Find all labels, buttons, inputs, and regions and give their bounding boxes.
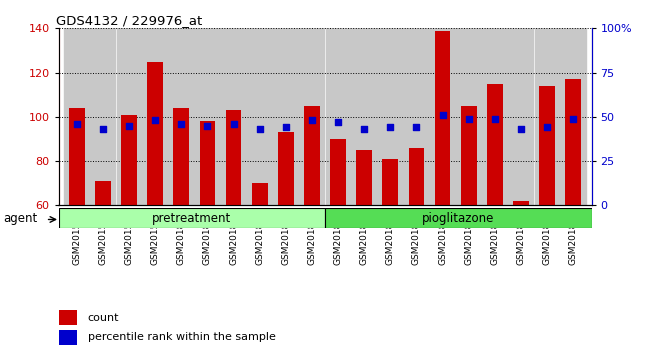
Bar	[58, 208, 325, 228]
Bar	[352, 28, 377, 205]
Point	[568, 116, 578, 121]
Point	[333, 119, 343, 125]
Bar	[169, 28, 194, 205]
Bar	[142, 28, 168, 205]
Bar	[487, 84, 502, 205]
Bar	[430, 28, 455, 205]
Bar	[95, 181, 110, 205]
Point	[463, 116, 474, 121]
Bar	[64, 28, 89, 205]
Bar	[226, 110, 241, 205]
Point	[359, 126, 369, 132]
Bar	[252, 183, 268, 205]
Text: GDS4132 / 229976_at: GDS4132 / 229976_at	[56, 14, 202, 27]
Point	[176, 121, 187, 127]
Bar	[116, 28, 142, 205]
Bar	[247, 28, 272, 205]
Bar	[540, 86, 555, 205]
Point	[437, 112, 448, 118]
Point	[98, 126, 108, 132]
Point	[202, 123, 213, 129]
Bar	[409, 148, 424, 205]
Bar	[300, 28, 324, 205]
Point	[72, 121, 82, 127]
Bar	[200, 121, 215, 205]
Bar	[534, 28, 560, 205]
Bar	[461, 106, 476, 205]
Bar	[304, 106, 320, 205]
Point	[150, 118, 161, 123]
Bar	[121, 115, 137, 205]
Point	[385, 125, 395, 130]
Bar	[221, 28, 246, 205]
Bar	[330, 139, 346, 205]
Point	[515, 126, 526, 132]
Bar	[174, 108, 189, 205]
Bar	[566, 79, 581, 205]
Text: pretreatment: pretreatment	[152, 212, 231, 224]
Bar	[90, 28, 116, 205]
Text: agent: agent	[3, 212, 38, 224]
Point	[307, 118, 317, 123]
Point	[411, 125, 422, 130]
Bar	[58, 330, 77, 345]
Point	[228, 121, 239, 127]
Text: pioglitazone: pioglitazone	[422, 212, 495, 224]
Bar	[508, 28, 534, 205]
Bar	[513, 201, 529, 205]
Text: count: count	[88, 313, 120, 323]
Bar	[356, 150, 372, 205]
Bar	[378, 28, 403, 205]
Bar	[273, 28, 298, 205]
Point	[489, 116, 500, 121]
Bar	[278, 132, 294, 205]
Bar	[404, 28, 429, 205]
Bar	[326, 28, 350, 205]
Point	[255, 126, 265, 132]
Bar	[482, 28, 508, 205]
Bar	[382, 159, 398, 205]
Point	[124, 123, 135, 129]
Point	[281, 125, 291, 130]
Bar	[435, 30, 450, 205]
Bar	[69, 108, 84, 205]
Point	[542, 125, 552, 130]
Bar	[456, 28, 481, 205]
Bar	[325, 208, 592, 228]
Bar	[148, 62, 163, 205]
Bar	[561, 28, 586, 205]
Bar	[195, 28, 220, 205]
Bar	[58, 310, 77, 325]
Text: percentile rank within the sample: percentile rank within the sample	[88, 332, 276, 342]
